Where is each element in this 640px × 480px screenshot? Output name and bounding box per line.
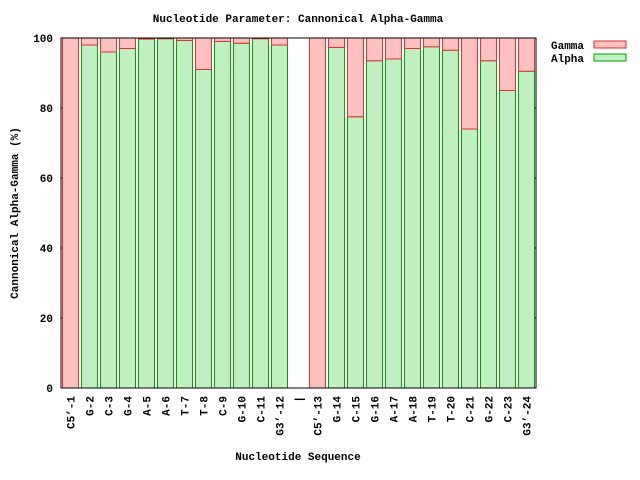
y-tick-label: 20 (40, 314, 53, 326)
x-tick-label: G-22 (485, 396, 497, 422)
y-tick-label: 60 (40, 174, 53, 186)
bar-segment (404, 37, 421, 49)
bar-segment (176, 39, 193, 389)
bar-segment (157, 38, 174, 389)
bar-segment (404, 48, 421, 389)
legend-label: Alpha (551, 54, 584, 66)
bar-segment (499, 37, 516, 91)
x-tick-label: C5’-13 (314, 396, 326, 436)
bar-segment (480, 60, 497, 389)
x-tick-label: T-7 (181, 396, 193, 416)
x-tick-label: | (295, 396, 307, 403)
bar-segment (138, 38, 155, 389)
y-tick-label: 80 (40, 104, 53, 116)
x-tick-label: T-20 (447, 396, 459, 422)
bar-segment (442, 49, 459, 389)
bar-segment (423, 46, 440, 389)
bar-segment (309, 37, 326, 389)
bar-segment (119, 48, 136, 389)
bar-segment (81, 37, 98, 46)
x-tick-label: G-2 (86, 396, 98, 416)
x-tick-label: A-6 (162, 396, 174, 416)
x-tick-label: A-18 (409, 396, 421, 423)
x-tick-label: C-23 (504, 396, 516, 423)
bar-segment (385, 37, 402, 60)
bar-segment (442, 37, 459, 51)
x-tick-label: A-5 (143, 396, 155, 416)
bar-segment (195, 37, 212, 70)
bar-segment (100, 51, 117, 389)
bar-segment (81, 44, 98, 389)
bar-segment (385, 58, 402, 389)
bar-segment (347, 116, 364, 389)
x-tick-label: C-15 (352, 396, 364, 423)
x-tick-label: G-16 (371, 396, 383, 422)
x-tick-label: T-8 (200, 396, 212, 416)
y-tick-label: 0 (46, 384, 53, 396)
bar-segment (499, 90, 516, 389)
bar-segment (233, 42, 250, 389)
bar-segment (518, 37, 535, 72)
bar-segment (347, 37, 364, 118)
x-tick-label: C-21 (466, 396, 478, 423)
bar-segment (119, 37, 136, 49)
bar-segment (252, 38, 269, 389)
x-tick-label: C-11 (257, 396, 269, 423)
y-tick-label: 40 (40, 244, 53, 256)
legend-swatch (593, 53, 627, 62)
x-tick-label: A-17 (390, 396, 402, 422)
x-tick-label: C-9 (219, 396, 231, 416)
bar-segment (518, 70, 535, 389)
bar-segment (214, 37, 231, 42)
plot-frame (60, 37, 537, 389)
x-tick-label: C-3 (105, 396, 117, 416)
bar-segment (366, 60, 383, 389)
x-tick-label: C5’-1 (67, 396, 79, 429)
bar-segment (423, 37, 440, 48)
bar-segment (366, 37, 383, 62)
bar-segment (195, 69, 212, 389)
y-axis-label: Cannonical Alpha-Gamma (%) (10, 127, 22, 299)
bar-segment (461, 128, 478, 389)
x-tick-label: G-14 (333, 396, 345, 423)
legend-label: Gamma (551, 41, 584, 53)
bar-segment (271, 37, 288, 46)
bar-segment (328, 46, 345, 389)
y-tick-label: 100 (33, 34, 53, 46)
bar-segment (328, 37, 345, 48)
bar-segment (233, 37, 250, 44)
x-tick-label: G3’-12 (276, 396, 288, 436)
x-tick-label: T-19 (428, 396, 440, 422)
bar-segment (214, 41, 231, 389)
chart-title: Nucleotide Parameter: Cannonical Alpha-G… (153, 14, 444, 26)
bar-segment (62, 37, 79, 389)
x-axis-label: Nucleotide Sequence (235, 452, 361, 464)
bar-segment (480, 37, 497, 62)
x-tick-label: G-4 (124, 396, 136, 416)
bar-segment (100, 37, 117, 53)
x-tick-label: G3’-24 (523, 396, 535, 436)
x-tick-label: G-10 (238, 396, 250, 422)
bar-segment (461, 37, 478, 130)
legend-swatch (593, 40, 627, 49)
bar-segment (271, 44, 288, 389)
